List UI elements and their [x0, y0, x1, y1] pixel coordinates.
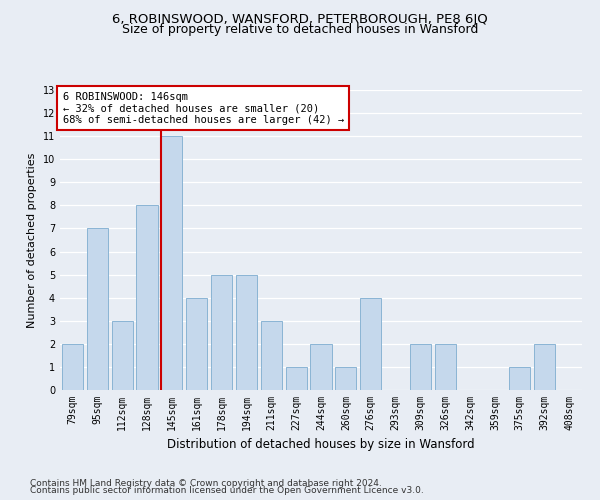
Bar	[509, 367, 530, 390]
Bar	[236, 274, 257, 390]
Bar	[161, 136, 182, 390]
Bar	[261, 321, 282, 390]
Bar	[335, 367, 356, 390]
Text: Size of property relative to detached houses in Wansford: Size of property relative to detached ho…	[122, 22, 478, 36]
Y-axis label: Number of detached properties: Number of detached properties	[27, 152, 37, 328]
Bar	[360, 298, 381, 390]
Bar	[186, 298, 207, 390]
Bar	[534, 344, 555, 390]
Bar	[310, 344, 332, 390]
Text: Contains public sector information licensed under the Open Government Licence v3: Contains public sector information licen…	[30, 486, 424, 495]
Bar	[435, 344, 456, 390]
Text: 6, ROBINSWOOD, WANSFORD, PETERBOROUGH, PE8 6JQ: 6, ROBINSWOOD, WANSFORD, PETERBOROUGH, P…	[112, 12, 488, 26]
Bar	[410, 344, 431, 390]
X-axis label: Distribution of detached houses by size in Wansford: Distribution of detached houses by size …	[167, 438, 475, 452]
Text: 6 ROBINSWOOD: 146sqm
← 32% of detached houses are smaller (20)
68% of semi-detac: 6 ROBINSWOOD: 146sqm ← 32% of detached h…	[62, 92, 344, 124]
Bar	[87, 228, 108, 390]
Bar	[136, 206, 158, 390]
Bar	[211, 274, 232, 390]
Bar	[112, 321, 133, 390]
Bar	[286, 367, 307, 390]
Bar	[62, 344, 83, 390]
Text: Contains HM Land Registry data © Crown copyright and database right 2024.: Contains HM Land Registry data © Crown c…	[30, 478, 382, 488]
